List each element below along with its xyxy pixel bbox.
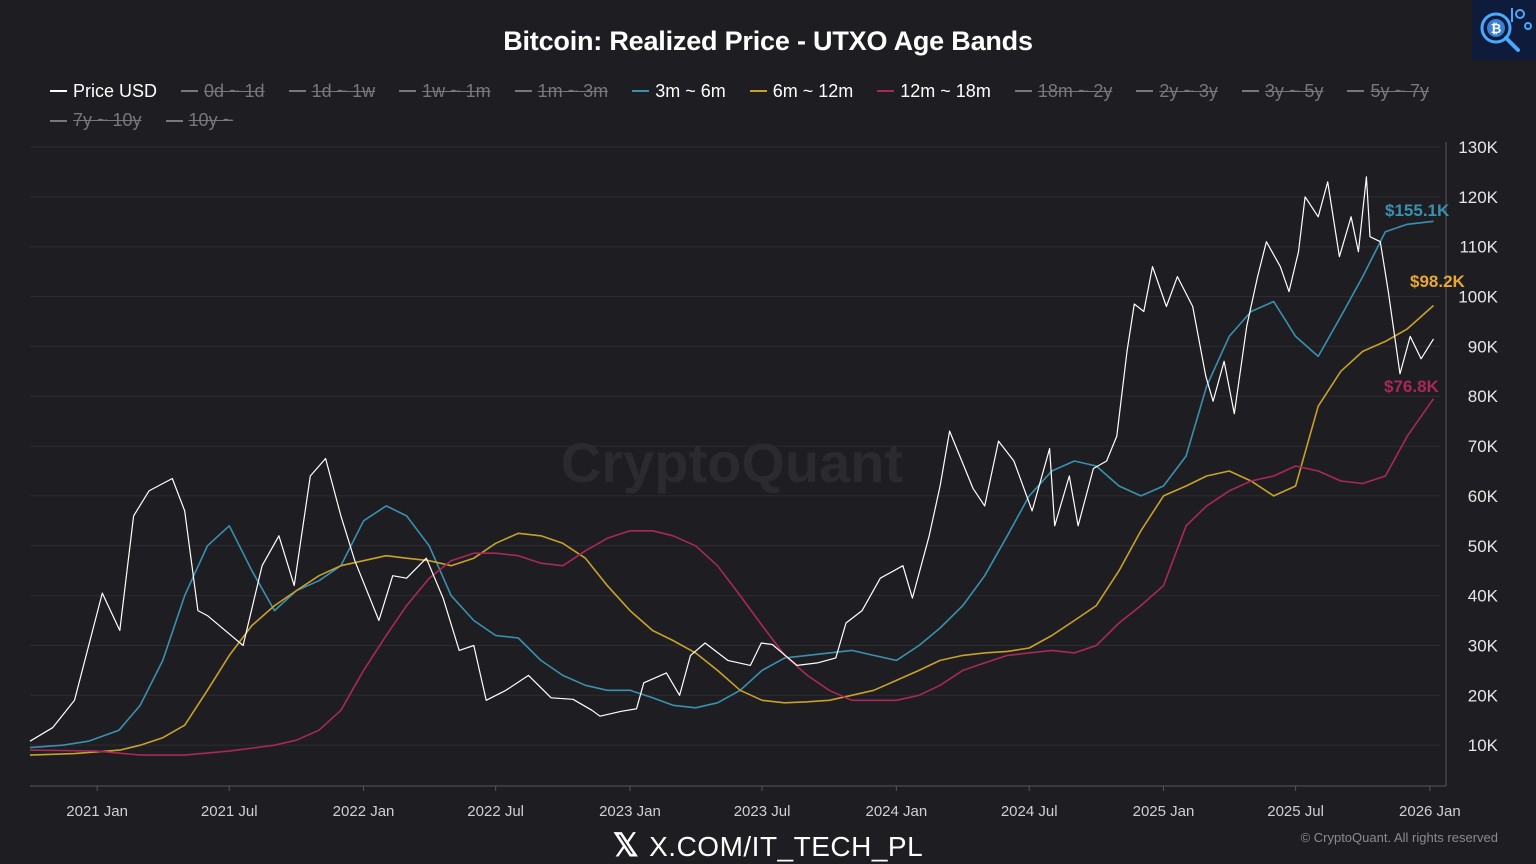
x-tick-label: 2024 Jan (865, 803, 927, 820)
value-labels: $155.1K $98.2K $76.8K (1384, 201, 1466, 396)
legend-item[interactable]: 3m ~ 6m (632, 79, 726, 104)
x-tick-label: 2022 Jul (467, 803, 524, 820)
y-tick-label: 80K (1468, 387, 1499, 406)
bitcoin-search-icon: ₿ (1480, 8, 1532, 52)
value-label: $155.1K (1385, 201, 1450, 220)
x-logo-icon: 𝕏 (612, 827, 640, 863)
legend-item[interactable]: 2y ~ 3y (1136, 79, 1218, 104)
legend-swatch (1241, 90, 1259, 92)
logo: ₿ (1472, 0, 1536, 60)
legend-label: 3m ~ 6m (655, 80, 726, 101)
legend-swatch (181, 90, 199, 92)
legend-item[interactable]: 0d ~ 1d (181, 79, 265, 104)
legend-label: 6m ~ 12m (772, 80, 854, 101)
legend-swatch (877, 90, 895, 92)
series-layer (29, 176, 1435, 756)
legend-item[interactable]: 18m ~ 2y (1014, 79, 1113, 104)
y-tick-label: 10K (1468, 736, 1499, 755)
social-watermark: 𝕏 X.COM/IT_TECH_PL (0, 826, 1536, 864)
x-tick-label: 2021 Jan (66, 803, 128, 820)
legend-label: 0d ~ 1d (204, 80, 265, 101)
value-label: $76.8K (1384, 377, 1440, 396)
axis-layer: 10K 20K 30K 40K 50K 60K 70K 80K 90K 100K 110K 120K 1… (30, 138, 1499, 820)
x-tick-label: 2024 Jul (1001, 803, 1058, 820)
y-tick-label: 20K (1468, 686, 1499, 705)
y-tick-label: 100K (1458, 288, 1498, 307)
legend-label: 3y ~ 5y (1264, 80, 1324, 101)
x-tick-label: 2023 Jan (599, 803, 661, 820)
x-tick-label: 2025 Jan (1133, 803, 1195, 820)
value-label: $98.2K (1410, 272, 1466, 291)
legend-swatch (288, 90, 306, 92)
legend-label: 1m ~ 3m (537, 80, 609, 101)
legend-item[interactable]: 10y ~ (165, 108, 234, 133)
series-line-6m-12m (29, 304, 1435, 756)
legend-item[interactable]: 1m ~ 3m (514, 79, 609, 104)
x-tick-label: 2021 Jul (201, 803, 258, 820)
svg-text:₿: ₿ (1491, 21, 1502, 36)
legend: Price USD 0d ~ 1d 1d ~ 1w 1w ~ 1m 1m ~ 3m 3m … (50, 74, 1500, 133)
copyright: © CryptoQuant. All rights reserved (1300, 830, 1498, 845)
y-tick-label: 60K (1468, 487, 1499, 506)
legend-label: 18m ~ 2y (1037, 80, 1113, 101)
legend-item[interactable]: 3y ~ 5y (1241, 79, 1324, 104)
y-tick-label: 130K (1458, 138, 1498, 157)
legend-label: 2y ~ 3y (1159, 80, 1218, 101)
series-line-price-usd (29, 176, 1435, 742)
legend-label: 5y ~ 7y (1370, 80, 1429, 101)
legend-swatch (1136, 90, 1154, 92)
legend-label: 7y ~ 10y (73, 110, 142, 130)
x-tick-label: 2025 Jul (1267, 803, 1324, 820)
series-line-12m-18m (29, 398, 1435, 756)
legend-label: 1w ~ 1m (422, 80, 491, 101)
legend-swatch (50, 119, 67, 122)
legend-item[interactable]: 7y ~ 10y (50, 108, 142, 133)
y-tick-label: 50K (1468, 537, 1499, 556)
chart-title: Bitcoin: Realized Price - UTXO Age Bands (503, 26, 1033, 56)
legend-swatch (1347, 90, 1365, 92)
y-tick-label: 110K (1460, 238, 1499, 257)
legend-swatch (749, 90, 767, 92)
legend-swatch (50, 90, 67, 92)
y-tick-label: 120K (1458, 188, 1498, 207)
x-tick-label: 2022 Jan (333, 803, 395, 820)
y-tick-label: 70K (1468, 437, 1499, 456)
legend-item[interactable]: 12m ~ 18m (877, 79, 991, 104)
legend-label: 12m ~ 18m (900, 80, 991, 101)
legend-label: Price USD (73, 80, 158, 101)
y-tick-label: 40K (1468, 587, 1499, 606)
legend-item[interactable]: 5y ~ 7y (1347, 79, 1429, 104)
x-tick-label: 2026 Jan (1399, 803, 1461, 820)
legend-item[interactable]: 1w ~ 1m (399, 79, 491, 104)
y-tick-label: 90K (1468, 337, 1499, 356)
legend-label: 10y ~ (188, 110, 234, 130)
grid (30, 146, 1440, 746)
watermark: CryptoQuant (561, 431, 903, 494)
legend-swatch (165, 119, 183, 122)
legend-swatch (514, 90, 532, 92)
legend-swatch (399, 90, 417, 92)
legend-item[interactable]: 1d ~ 1w (288, 79, 376, 104)
legend-label: 1d ~ 1w (311, 80, 376, 101)
y-tick-label: 30K (1468, 636, 1499, 655)
legend-item[interactable]: 6m ~ 12m (749, 79, 854, 104)
legend-swatch (632, 90, 650, 92)
x-tick-label: 2023 Jul (734, 803, 791, 820)
social-handle: X.COM/IT_TECH_PL (649, 831, 924, 862)
legend-swatch (1014, 90, 1032, 92)
legend-item[interactable]: Price USD (50, 79, 157, 104)
